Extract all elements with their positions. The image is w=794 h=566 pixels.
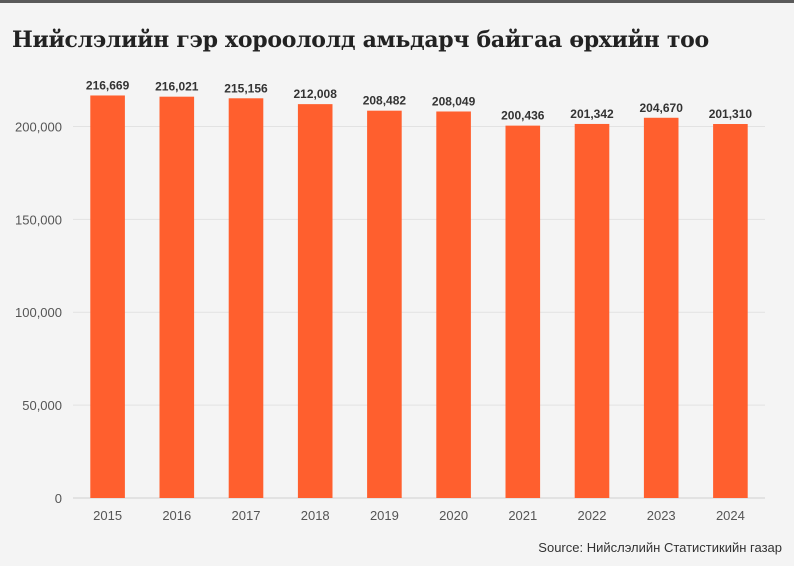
x-tick-label: 2015 (93, 508, 122, 523)
x-axis-ticks: 2015 2016 2017 2018 2019 2020 2021 2022 2023 2024 (93, 508, 745, 523)
bar (436, 111, 471, 499)
data-label: 208,482 (363, 94, 407, 108)
bar (713, 124, 748, 499)
chart-title: Нийслэлийн гэр хороололд амьдарч байгаа … (12, 27, 709, 53)
bar (297, 104, 333, 499)
x-tick-label: 2022 (578, 508, 607, 523)
bar (228, 98, 264, 498)
data-label: 216,669 (86, 78, 130, 92)
x-tick-label: 2021 (508, 508, 537, 523)
y-tick-label: 100,000 (15, 305, 62, 320)
data-label: 201,310 (709, 107, 753, 121)
x-tick-label: 2024 (716, 508, 745, 523)
y-tick-label: 150,000 (15, 212, 62, 227)
bar (367, 110, 402, 499)
data-label: 216,021 (155, 80, 199, 94)
source-note: Source: Нийслэлийн Статистикийн газар (538, 540, 782, 555)
y-axis-ticks: 0 50,000 100,000 150,000 200,000 (15, 119, 62, 506)
data-label: 215,156 (224, 81, 268, 95)
data-label: 212,008 (294, 87, 338, 101)
x-tick-label: 2019 (370, 508, 399, 523)
data-label: 204,670 (640, 101, 684, 115)
top-rule (0, 0, 794, 3)
bar (90, 95, 125, 499)
x-tick-label: 2023 (647, 508, 676, 523)
x-tick-label: 2017 (232, 508, 261, 523)
bar (643, 117, 679, 499)
y-tick-label: 200,000 (15, 119, 62, 134)
bar (159, 96, 195, 499)
x-tick-label: 2020 (439, 508, 468, 523)
data-label: 200,436 (501, 109, 545, 123)
data-labels: 216,669 216,021 215,156 212,008 208,482 208,0… (86, 78, 753, 122)
x-tick-label: 2018 (301, 508, 330, 523)
bar (505, 125, 541, 498)
data-label: 208,049 (432, 94, 476, 108)
x-tick-label: 2016 (162, 508, 191, 523)
bars (90, 95, 748, 499)
bar (574, 123, 610, 499)
y-tick-label: 0 (55, 491, 62, 506)
data-label: 201,342 (570, 107, 614, 121)
y-tick-label: 50,000 (22, 398, 62, 413)
